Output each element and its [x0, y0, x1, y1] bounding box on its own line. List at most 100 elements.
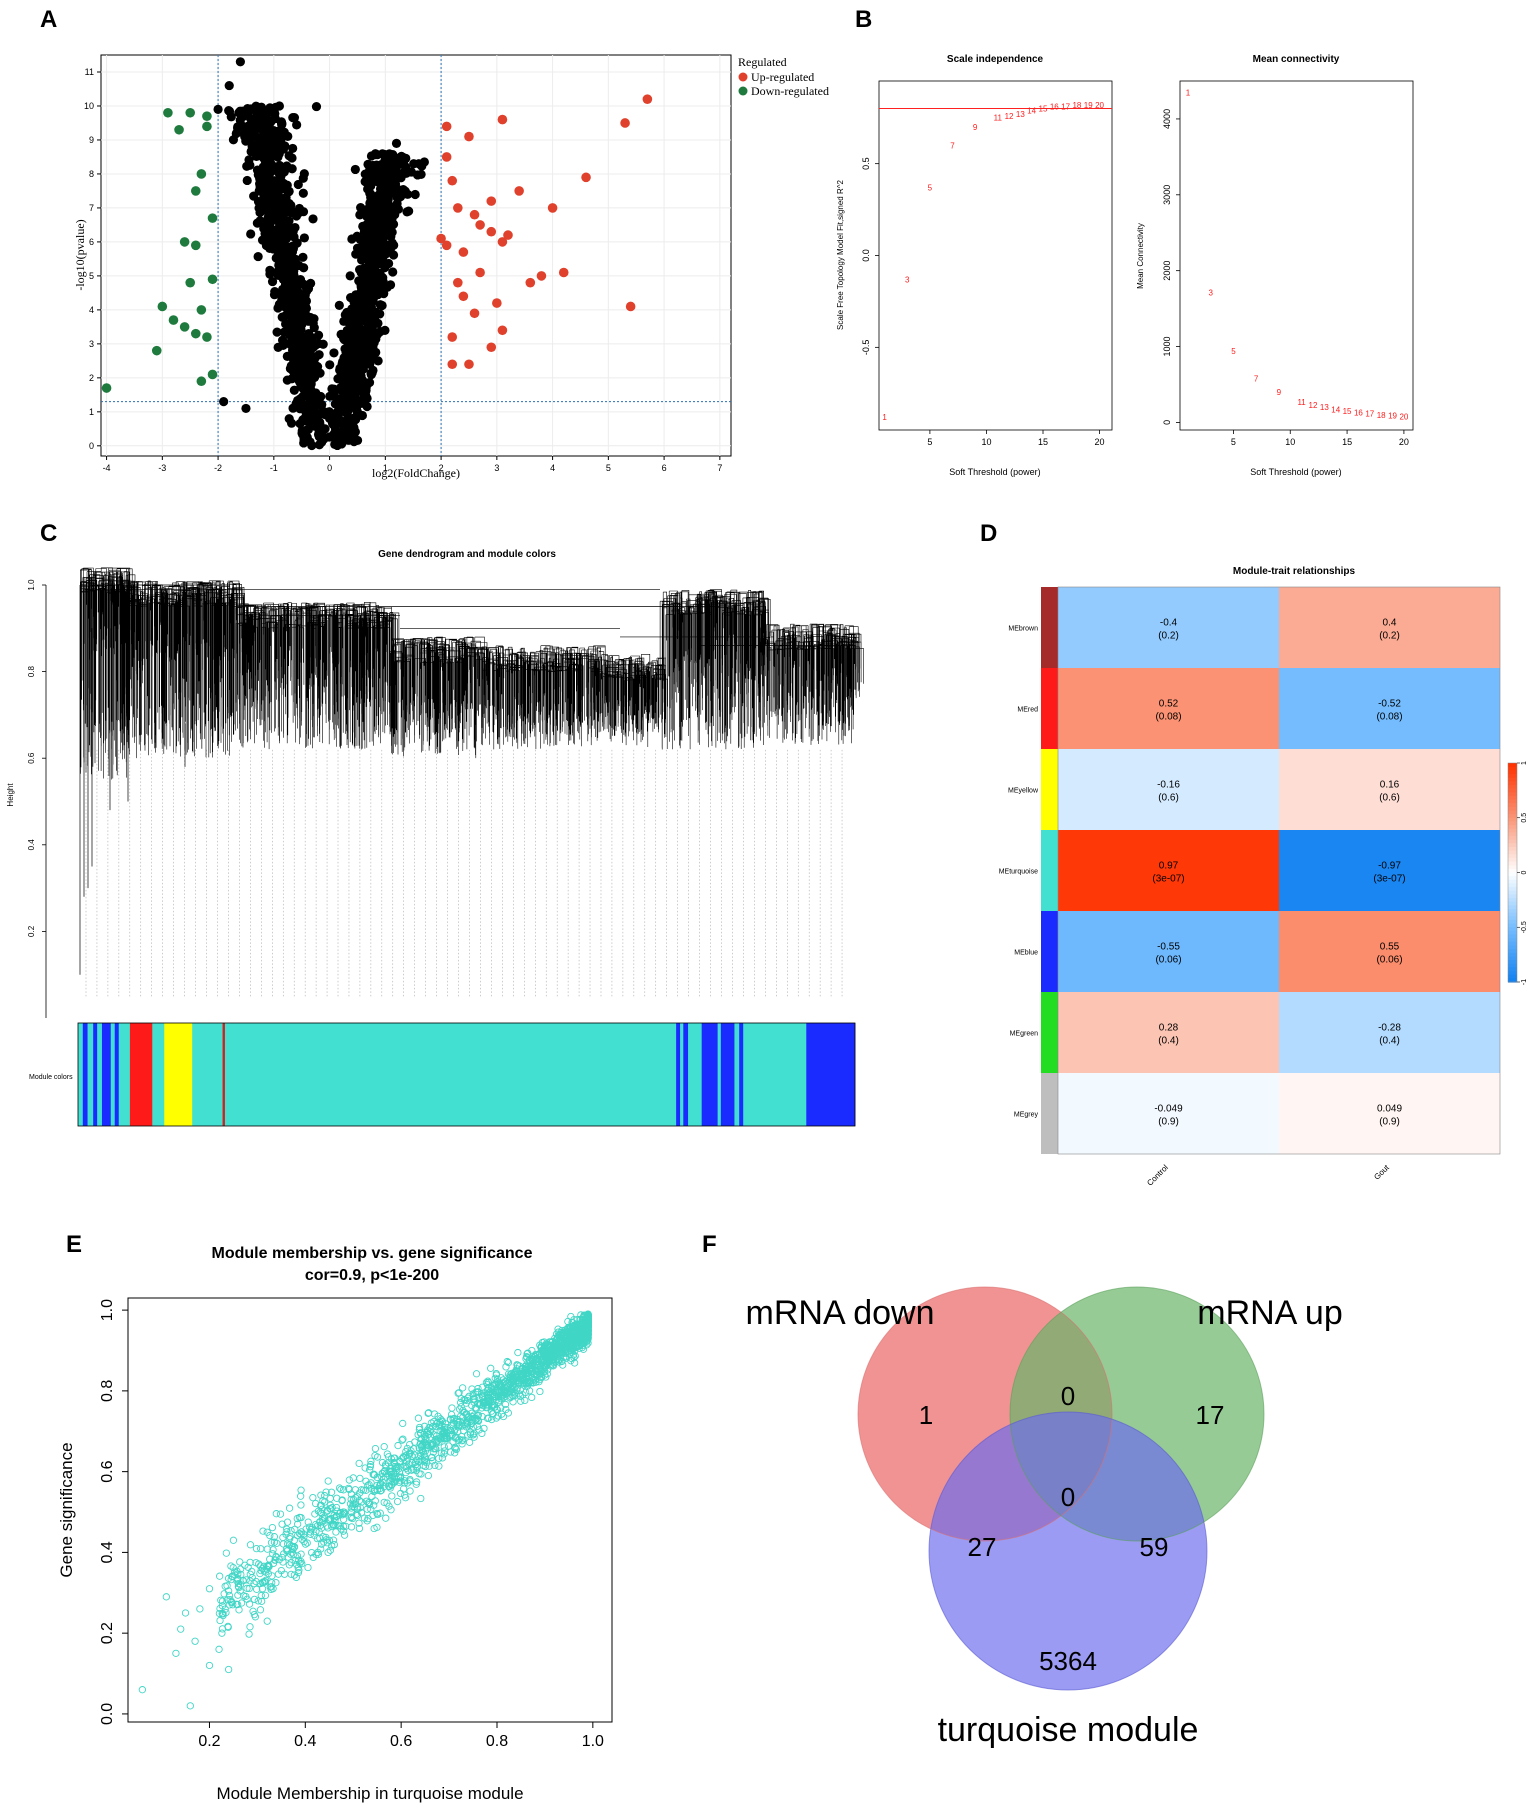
volcano-point-ns [373, 209, 383, 219]
mm-gs-point [521, 1363, 529, 1371]
dendrogram-trunk [80, 584, 855, 646]
volcano-point-ns [288, 226, 298, 236]
mm-gs-point [455, 1405, 464, 1413]
volcano-point-ns [324, 407, 334, 417]
volcano-point-ns [358, 284, 368, 294]
volcano-point-ns [277, 120, 287, 130]
mm-gs-point [266, 1583, 274, 1591]
volcano-legend-title: Regulated [738, 55, 787, 69]
volcano-point-ns [389, 171, 399, 181]
volcano-point-ns [383, 162, 393, 172]
volcano-point-up [497, 114, 508, 125]
mm-gs-point [430, 1410, 439, 1418]
mm-gs-point [351, 1486, 359, 1494]
mm-gs-point [496, 1379, 504, 1387]
module-color-segment [717, 1023, 722, 1126]
heatmap-cell [1279, 911, 1500, 992]
volcano-point-ns [372, 222, 382, 232]
volcano-point-down [207, 369, 218, 380]
mm-gs-point [323, 1507, 331, 1515]
colorbar-step [1508, 974, 1517, 979]
mm-gs-point [584, 1322, 592, 1330]
mm-gs-point [295, 1529, 304, 1538]
volcano-point-ns [403, 189, 413, 199]
b-y-tick-label: 3000 [1162, 185, 1172, 205]
heatmap-cell-value: 0.55 [1380, 942, 1400, 953]
volcano-point-ns [292, 238, 302, 248]
heatmap-cell [1058, 830, 1279, 911]
power-label: 18 [1377, 411, 1386, 420]
colorbar-step [1508, 773, 1517, 779]
mm-gs-point [306, 1530, 315, 1538]
scale-independence-ticks: 5 10 15 20-0.50.00.5 [861, 157, 1105, 447]
volcano-point-ns [375, 254, 386, 264]
mm-gs-point [332, 1503, 341, 1512]
mm-gs-point [458, 1384, 467, 1392]
dendrogram-y-tick-label: 0.8 [27, 665, 36, 677]
mm-gs-point [324, 1477, 332, 1485]
colorbar-step [1508, 770, 1517, 775]
dendrogram-branch-cluster [760, 623, 864, 745]
mm-gs-point [335, 1484, 344, 1492]
volcano-point-ns [294, 306, 304, 316]
mm-gs-y-tick-label: 0.0 [99, 1703, 116, 1725]
mm-gs-point [335, 1510, 344, 1518]
mm-gs-point [462, 1423, 471, 1431]
volcano-point-ns [346, 419, 356, 429]
volcano-point-down [151, 345, 162, 356]
module-color-segment [688, 1023, 702, 1126]
volcano-y-tick-label: 1 [89, 407, 94, 417]
heatmap-row-label: MEred [1017, 707, 1038, 714]
power-label: 5 [1231, 347, 1236, 356]
volcano-point-ns [362, 307, 372, 317]
mm-gs-point [272, 1579, 280, 1587]
mm-gs-point [357, 1509, 366, 1517]
power-label: 3 [905, 275, 910, 284]
mm-gs-point [405, 1440, 414, 1449]
mm-gs-point [307, 1548, 316, 1557]
heatmap-cell-pvalue: (0.6) [1158, 793, 1179, 804]
mm-gs-point [297, 1550, 305, 1558]
volcano-point-ns [391, 138, 402, 148]
volcano-x-tick-label: -1 [270, 463, 278, 473]
power-label: 3 [1208, 289, 1213, 298]
volcano-point-ns [228, 135, 239, 145]
mm-gs-point [475, 1401, 483, 1409]
volcano-point-ns [366, 233, 377, 244]
mm-gs-point [321, 1515, 329, 1523]
volcano-point-ns [298, 340, 308, 350]
colorbar-tick-label: 1 [1521, 761, 1528, 765]
volcano-point-ns [253, 144, 263, 155]
volcano-point-down [202, 121, 212, 132]
b-x-tick-label: 5 [1231, 437, 1236, 447]
volcano-point-ns [275, 160, 285, 171]
module-color-segment [114, 1023, 120, 1126]
heatmap-cells: MEbrown -0.4 (0.2) 0.4 (0.2) MEred 0.52 (0.08) -… [999, 586, 1501, 1188]
venn-count-down-up: 0 [1061, 1381, 1075, 1411]
mm-gs-point [475, 1426, 483, 1434]
mm-gs-point [451, 1449, 459, 1457]
volcano-x-tick-label: -3 [158, 463, 166, 473]
mm-gs-point [276, 1510, 285, 1518]
mm-gs-point [224, 1665, 233, 1674]
volcano-point-ns [410, 189, 420, 200]
volcano-point-down [157, 301, 168, 312]
heatmap-cell [1279, 830, 1500, 911]
colorbar-step [1508, 876, 1517, 881]
heatmap-cell-pvalue: (0.06) [1376, 955, 1402, 966]
colorbar-step [1508, 850, 1517, 855]
volcano-point-ns [281, 233, 291, 243]
volcano-point-ns [338, 378, 349, 388]
mm-gs-point [268, 1572, 276, 1580]
module-color-segment [743, 1023, 807, 1126]
volcano-point-ns [219, 397, 229, 407]
mm-gs-point [504, 1409, 512, 1417]
mm-gs-points [138, 1310, 592, 1710]
mm-gs-y-tick-label: 0.8 [99, 1380, 116, 1402]
volcano-point-ns [258, 117, 268, 127]
mm-gs-point [401, 1494, 410, 1502]
module-color-segment [192, 1023, 223, 1126]
module-color-segment [87, 1023, 94, 1126]
mm-gs-point [264, 1561, 273, 1569]
mm-gs-point [385, 1472, 393, 1480]
